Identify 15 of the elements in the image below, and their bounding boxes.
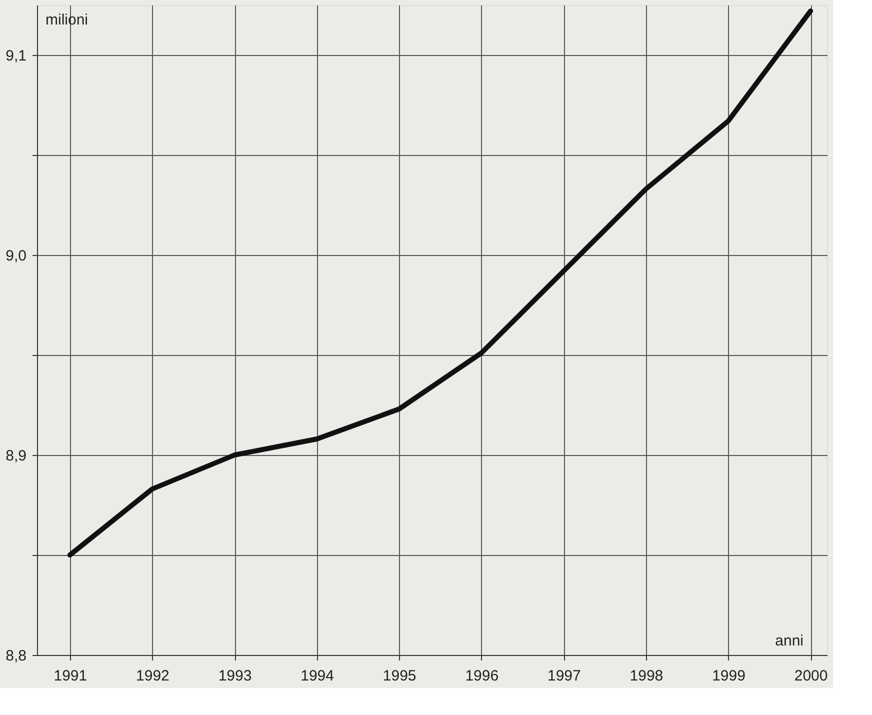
x-axis-title: anni xyxy=(775,632,804,650)
y-tick-label: 9,0 xyxy=(6,248,26,264)
y-tick-label: 8,9 xyxy=(6,448,26,464)
x-tick-label: 1995 xyxy=(382,668,416,684)
x-tick-label: 1996 xyxy=(465,668,499,684)
x-tick-label: 1991 xyxy=(54,668,88,684)
x-tick-label: 1994 xyxy=(300,668,334,684)
y-tick-label: 8,8 xyxy=(6,648,26,664)
x-tick-label: 1997 xyxy=(547,668,581,684)
x-tick-label: 1993 xyxy=(218,668,252,684)
x-tick-label: 2000 xyxy=(794,668,828,684)
x-tick-label: 1992 xyxy=(136,668,170,684)
x-tick-label: 1999 xyxy=(712,668,746,684)
y-tick-label: 9,1 xyxy=(6,48,26,64)
x-tick-label: 1998 xyxy=(630,668,664,684)
